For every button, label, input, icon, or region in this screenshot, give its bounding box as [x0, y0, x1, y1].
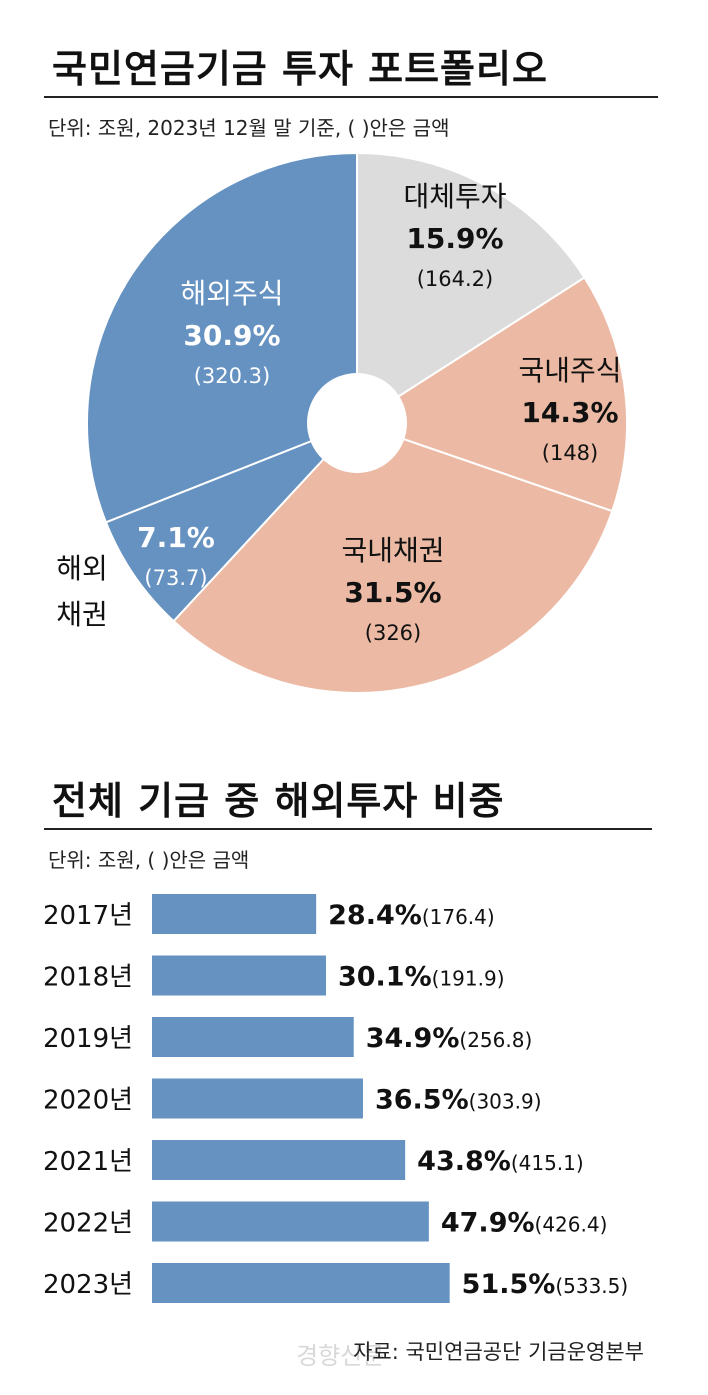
- pie-unit-note: 단위: 조원, 2023년 12월 말 기준, ( )안은 금액: [48, 116, 450, 140]
- pie-slice-amount: (326): [365, 621, 421, 645]
- pie-slice-amount: (320.3): [194, 364, 271, 388]
- bar-value-label: 51.5%(533.5): [462, 1269, 629, 1300]
- pie-slice-amount: (164.2): [417, 267, 494, 291]
- bar-category-label: 2018년: [43, 963, 133, 993]
- pie-slice-amount: (148): [542, 441, 598, 465]
- bar-category-label: 2019년: [43, 1024, 133, 1054]
- pie-slice-1: [356, 151, 586, 425]
- pie-label-group-2: 국내주식 14.3% (148): [518, 354, 621, 465]
- pie-label-group-5: 해외주식 30.9% (320.3): [180, 277, 283, 388]
- pie-slice-label-line1: 해외: [56, 552, 108, 585]
- bar-row: 2018년 30.1%(191.9): [43, 955, 505, 996]
- bar: [152, 1017, 354, 1057]
- pie-label-group-3: 국내채권 31.5% (326): [341, 534, 444, 645]
- bar-category-label: 2021년: [43, 1147, 133, 1177]
- bar-row: 2023년 51.5%(533.5): [43, 1263, 628, 1303]
- bar-title-rule: [44, 828, 652, 830]
- bar-row: 2020년 36.5%(303.9): [43, 1078, 542, 1119]
- pie-slice-label-line2: 채권: [56, 598, 108, 631]
- pie-center-hole: [307, 373, 407, 473]
- bar-category-label: 2023년: [43, 1270, 133, 1300]
- bar: [152, 1078, 363, 1119]
- source-note: 자료: 국민연금공단 기금운영본부: [353, 1340, 644, 1364]
- bar: [152, 1140, 406, 1180]
- pie-slice-5: [86, 151, 358, 524]
- bar-value-label: 30.1%(191.9): [338, 962, 505, 993]
- bar-category-label: 2020년: [43, 1086, 133, 1116]
- bar-row: 2019년 34.9%(256.8): [43, 1017, 532, 1057]
- bar-chart-title: 전체 기금 중 해외투자 비중: [52, 779, 505, 823]
- pie-slice-3: [172, 421, 614, 694]
- bar-row: 2021년 43.8%(415.1): [43, 1140, 584, 1180]
- pie-slice-percent: 15.9%: [406, 222, 503, 255]
- bar-value-label: 43.8%(415.1): [417, 1146, 584, 1177]
- portfolio-pie-chart: 대체투자 15.9% (164.2) 국내주식 14.3% (148) 국내채권 31.5% (…: [56, 151, 628, 694]
- pie-slice-label: 해외주식: [180, 277, 283, 310]
- bar-unit-note: 단위: 조원, ( )안은 금액: [48, 848, 250, 872]
- pie-slice-2: [354, 276, 628, 513]
- pie-chart-title: 국민연금기금 투자 포트폴리오: [52, 47, 548, 91]
- bar-value-label: 36.5%(303.9): [375, 1085, 542, 1116]
- bar: [152, 955, 326, 996]
- bar-value-label: 34.9%(256.8): [366, 1023, 533, 1054]
- pie-slice-percent: 7.1%: [137, 521, 215, 554]
- bar: [152, 1263, 450, 1303]
- pie-title-rule: [44, 96, 658, 98]
- bar: [152, 1201, 429, 1242]
- pie-slice-percent: 14.3%: [521, 396, 618, 429]
- watermark-logo: 경향신문: [296, 1342, 385, 1370]
- pie-slice-label: 국내주식: [518, 354, 621, 387]
- overseas-share-bar-chart: 2017년 28.4%(176.4) 2018년 30.1%(191.9) 2019년 3…: [43, 894, 628, 1303]
- bar-category-label: 2022년: [43, 1209, 133, 1239]
- pie-label-group-1: 대체투자 15.9% (164.2): [403, 180, 506, 291]
- pie-slice-percent: 31.5%: [344, 576, 441, 609]
- bar: [152, 894, 317, 934]
- bar-row: 2017년 28.4%(176.4): [43, 894, 495, 934]
- pie-slice-4: [104, 422, 358, 623]
- bar-row: 2022년 47.9%(426.4): [43, 1201, 608, 1242]
- pie-slice-label: 대체투자: [403, 180, 506, 213]
- pie-label-group-4: 7.1% (73.7): [137, 521, 215, 590]
- bar-value-label: 28.4%(176.4): [328, 900, 495, 931]
- pie-slice-label: 국내채권: [341, 534, 444, 567]
- bar-category-label: 2017년: [43, 901, 133, 931]
- bar-value-label: 47.9%(426.4): [441, 1208, 608, 1239]
- pie-slice-amount: (73.7): [144, 566, 207, 590]
- pie-slice-percent: 30.9%: [183, 319, 280, 352]
